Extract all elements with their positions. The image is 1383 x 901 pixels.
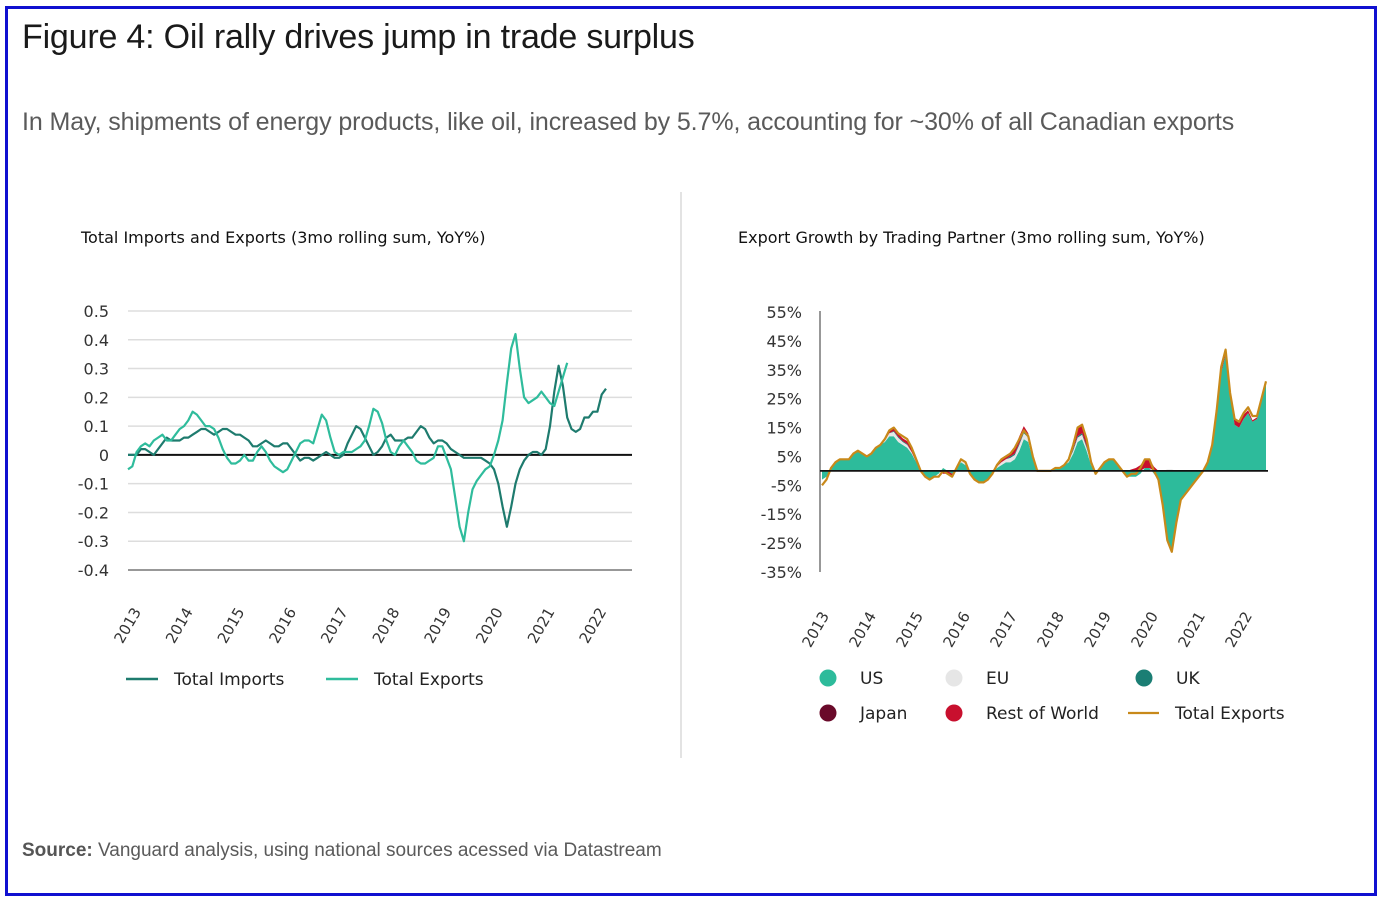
y-tick-label: -0.1 [78,475,109,494]
source-label: Source: [22,840,93,861]
x-tick-label: 2022 [1221,608,1256,650]
y-tick-label: 0.5 [84,302,109,321]
y-tick-label: 35% [766,361,802,380]
legend-item: Total Imports [126,670,285,690]
y-tick-label: 5% [777,447,802,466]
y-tick-label: -25% [761,534,802,553]
y-tick-label: 55% [766,303,802,322]
legend-label: Total Exports [1174,704,1285,724]
legend-item: Rest of World [945,704,1099,724]
figure-subtitle: In May, shipments of energy products, li… [22,108,1235,136]
source-text: Vanguard analysis, using national source… [92,840,662,861]
x-tick-label: 2017 [986,608,1021,650]
series-line-total-imports [128,364,607,528]
x-tick-label: 2014 [845,608,880,650]
chart-title: Total Imports and Exports (3mo rolling s… [80,228,485,247]
y-tick-label: -35% [761,563,802,582]
x-tick-label: 2019 [1080,608,1115,650]
legend-label: Japan [859,704,907,724]
y-tick-label: -5% [771,476,802,495]
legend-item: Total Exports [1128,704,1285,724]
legend-item: UK [1135,669,1200,689]
legend-item: Total Exports [326,670,484,690]
legend-label: Total Imports [173,670,285,690]
legend-dot-icon [945,704,963,722]
y-tick-label: 25% [766,390,802,409]
x-tick-label: 2021 [1174,608,1209,650]
imports-exports-chart: Total Imports and Exports (3mo rolling s… [78,228,632,690]
y-tick-label: 0.4 [84,331,109,350]
y-tick-label: 0.1 [84,417,109,436]
x-tick-label: 2020 [1127,608,1162,650]
y-tick-label: -0.4 [78,561,109,580]
legend-dot-icon [1135,669,1153,687]
legend-label: Rest of World [986,704,1099,724]
figure-frame [5,6,1377,896]
x-tick-label: 2018 [1033,608,1068,650]
legend-label: UK [1176,669,1200,689]
legend-label: Total Exports [373,670,484,690]
legend-item: Japan [819,704,907,724]
legend-dot-icon [819,704,837,722]
legend-dot-icon [819,669,837,687]
chart-title: Export Growth by Trading Partner (3mo ro… [738,228,1205,247]
y-tick-label: 15% [766,419,802,438]
y-tick-label: 0 [99,446,109,465]
y-tick-label: -15% [761,505,802,524]
figure-title: Figure 4: Oil rally drives jump in trade… [22,18,695,56]
area-us [822,355,1266,552]
x-tick-label: 2016 [939,608,974,650]
y-tick-label: 0.3 [84,360,109,379]
y-tick-label: -0.2 [78,503,109,522]
y-tick-label: -0.3 [78,532,109,551]
x-tick-label: 2015 [892,608,927,650]
y-tick-label: 45% [766,332,802,351]
chart-divider [680,192,682,758]
legend-label: EU [986,669,1009,689]
legend-item: US [819,669,883,689]
legend-label: US [860,669,883,689]
legend-item: EU [945,669,1009,689]
export-partner-chart: Export Growth by Trading Partner (3mo ro… [738,228,1285,724]
series-line-total-exports [127,332,569,543]
source-note: Source: Vanguard analysis, using nationa… [22,840,662,862]
x-tick-label: 2013 [798,608,833,650]
y-tick-label: 0.2 [84,388,109,407]
legend-dot-icon [945,669,963,687]
